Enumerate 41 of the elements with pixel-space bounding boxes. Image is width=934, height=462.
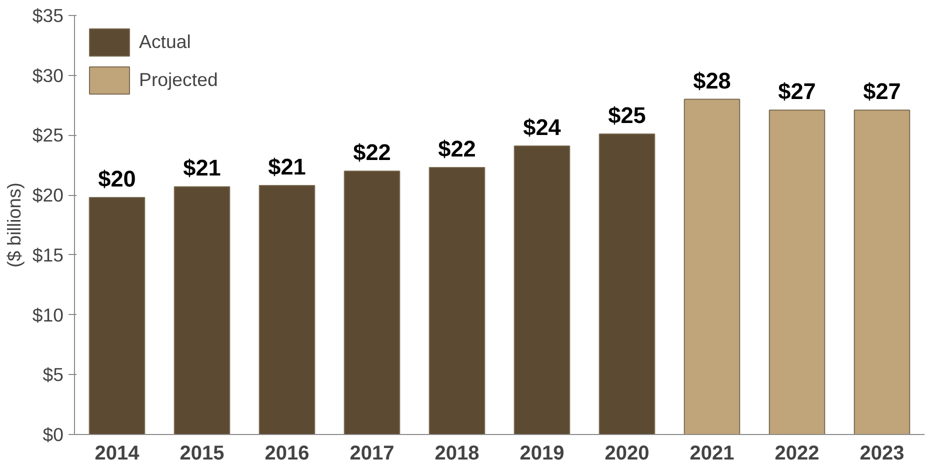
x-tick-label: 2022 — [774, 442, 820, 462]
y-tick-label: $20 — [32, 184, 64, 206]
bar — [598, 134, 656, 434]
x-tick-label: 2020 — [604, 442, 650, 462]
y-tick-label: $35 — [32, 5, 64, 26]
bar — [684, 98, 740, 434]
y-tick-label: $15 — [32, 244, 64, 266]
bar — [258, 184, 316, 434]
x-tick-label: 2016 — [264, 442, 310, 462]
x-tick-label: 2021 — [690, 442, 734, 462]
bar — [344, 170, 400, 434]
x-tick-label: 2023 — [860, 442, 904, 462]
data-label: $27 — [778, 78, 816, 104]
bar — [854, 110, 910, 434]
bar — [174, 186, 230, 434]
y-tick-label: $10 — [32, 304, 64, 326]
x-tick-label: 2015 — [180, 442, 224, 462]
bar — [514, 145, 570, 434]
y-tick-label: $5 — [42, 364, 64, 386]
y-tick-label: $0 — [42, 424, 64, 445]
data-label: $21 — [183, 154, 221, 181]
y-tick-label: $30 — [32, 64, 64, 86]
legend-label: Actual — [139, 31, 191, 53]
x-tick-label: 2014 — [94, 442, 140, 462]
data-label: $22 — [438, 136, 476, 162]
data-label: $25 — [608, 102, 646, 128]
y-axis-title: ($ billions) — [3, 182, 24, 268]
data-label: $28 — [693, 67, 731, 94]
data-label: $22 — [353, 139, 391, 166]
bar — [768, 110, 826, 434]
bar — [428, 167, 486, 434]
legend-label: Projected — [139, 69, 218, 91]
data-label: $27 — [863, 78, 901, 104]
bar — [88, 196, 146, 434]
x-tick-label: 2018 — [434, 442, 480, 462]
data-label: $24 — [523, 114, 562, 140]
y-tick-label: $25 — [32, 124, 64, 146]
x-tick-label: 2017 — [350, 442, 394, 462]
x-tick-label: 2019 — [520, 442, 564, 462]
data-label: $20 — [98, 165, 136, 192]
data-label: $21 — [268, 153, 306, 180]
